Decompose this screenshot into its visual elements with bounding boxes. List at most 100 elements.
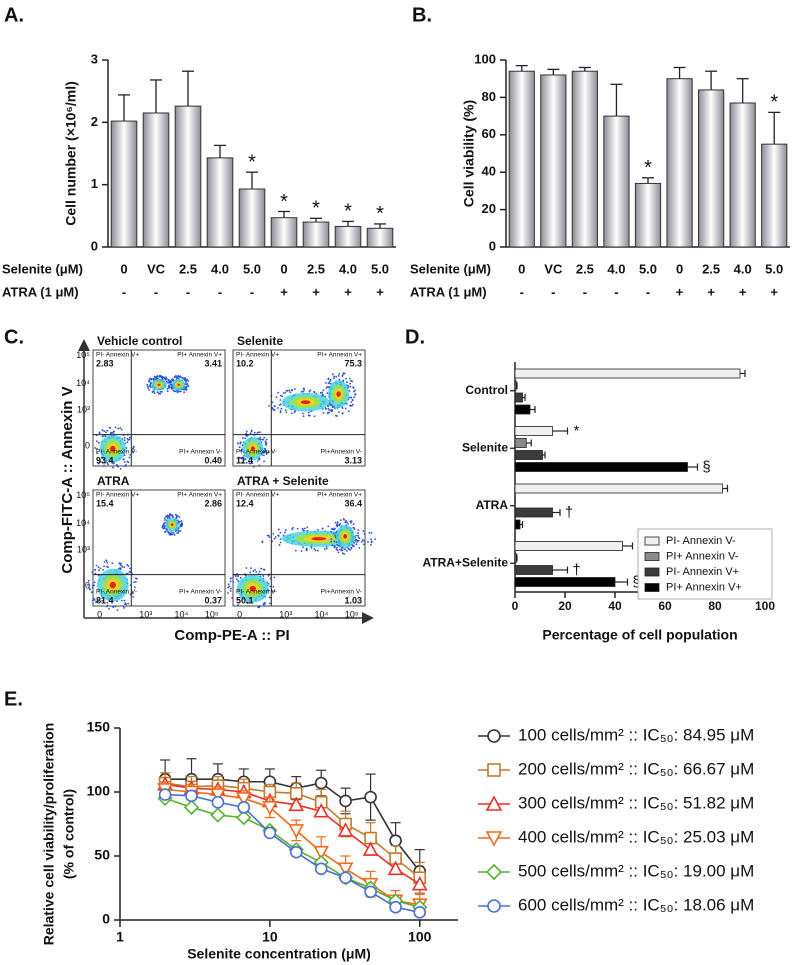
significance-marker: † xyxy=(565,504,573,521)
event-dot xyxy=(253,465,255,468)
event-dot xyxy=(101,461,104,464)
density xyxy=(249,585,256,592)
significance-marker: * xyxy=(248,151,256,173)
event-dot xyxy=(333,528,336,531)
bar xyxy=(514,565,553,575)
event-dot xyxy=(163,377,166,380)
event-dot xyxy=(173,376,176,378)
event-dot xyxy=(343,372,346,375)
row-label: ATRA (1 μM) xyxy=(410,284,487,299)
event-dot xyxy=(370,540,373,543)
event-dot xyxy=(163,527,166,530)
event-dot xyxy=(234,574,237,577)
quadrant-label: PI+ Annexin V- xyxy=(179,449,222,456)
y-tick-label: 10³ xyxy=(77,545,90,555)
event-dot xyxy=(349,404,351,407)
event-dot xyxy=(180,520,183,522)
event-dot xyxy=(128,571,131,573)
event-dot xyxy=(262,450,265,453)
event-dot xyxy=(296,527,299,530)
event-dot xyxy=(171,515,174,518)
event-dot xyxy=(177,377,179,380)
event-dot xyxy=(326,386,329,388)
event-dot xyxy=(231,597,233,599)
quadrant-value: 50.1 xyxy=(236,595,254,605)
event-dot xyxy=(95,440,98,443)
event-dot xyxy=(123,566,126,568)
event-dot xyxy=(251,462,254,465)
quadrant-label: PI- Annexin V+ xyxy=(96,492,139,499)
event-dot xyxy=(170,380,173,383)
row-label: Selenite (μM) xyxy=(2,261,83,276)
event-dot xyxy=(97,566,100,569)
event-dot xyxy=(357,539,360,542)
event-dot xyxy=(163,524,166,527)
bar xyxy=(540,74,567,248)
event-dot xyxy=(261,541,264,544)
quadrant-value: 2.83 xyxy=(96,358,114,368)
event-dot xyxy=(96,452,99,455)
event-dot xyxy=(254,568,257,571)
event-dot xyxy=(333,545,336,547)
y-axis-label: Cell viability (%) xyxy=(461,100,477,207)
density xyxy=(157,383,161,386)
event-dot xyxy=(253,431,256,434)
event-dot xyxy=(152,390,155,393)
quadrant-value: 15.4 xyxy=(96,498,114,508)
event-dot xyxy=(279,538,282,540)
quadrant-value: 1.03 xyxy=(344,595,362,605)
event-dot xyxy=(250,567,252,570)
bar xyxy=(729,102,756,248)
event-dot xyxy=(230,587,232,590)
marker xyxy=(185,789,198,803)
event-dot xyxy=(357,534,360,537)
event-dot xyxy=(316,549,319,552)
event-dot xyxy=(313,547,316,550)
event-dot xyxy=(277,534,280,537)
event-dot xyxy=(292,527,294,529)
event-dot xyxy=(105,431,107,434)
event-dot xyxy=(363,543,365,546)
event-dot xyxy=(245,567,248,569)
event-dot xyxy=(327,525,330,528)
event-dot xyxy=(134,577,137,580)
row-value: 2.5 xyxy=(576,261,594,276)
bar xyxy=(238,188,266,248)
marker xyxy=(339,871,352,885)
event-dot xyxy=(103,565,105,568)
event-dot xyxy=(277,391,280,394)
event-dot xyxy=(281,395,284,398)
event-dot xyxy=(250,430,253,433)
event-dot xyxy=(354,389,357,392)
event-dot xyxy=(102,569,104,571)
event-dot xyxy=(300,550,303,553)
event-dot xyxy=(262,568,265,571)
marker xyxy=(485,831,503,847)
event-dot xyxy=(343,552,346,555)
density xyxy=(110,445,116,452)
event-dot xyxy=(360,540,363,543)
row-value: 4.0 xyxy=(734,261,752,276)
event-dot xyxy=(280,407,283,410)
marker xyxy=(288,824,305,839)
event-dot xyxy=(184,386,187,389)
x-tick-label: 100 xyxy=(755,599,775,613)
event-dot xyxy=(119,427,122,429)
panel-label: B. xyxy=(412,4,432,26)
marker xyxy=(263,826,277,840)
event-dot xyxy=(227,586,230,589)
event-dot xyxy=(268,536,271,539)
event-dot xyxy=(229,590,232,592)
event-dot xyxy=(344,548,346,551)
event-dot xyxy=(271,406,274,409)
y-tick-label: ATRA+Selenite xyxy=(423,555,509,569)
row-value: 5.0 xyxy=(765,261,783,276)
event-dot xyxy=(146,385,149,388)
y-tick-label: 0 xyxy=(102,911,110,927)
event-dot xyxy=(324,407,327,409)
row-value: 2.5 xyxy=(702,261,720,276)
event-dot xyxy=(166,529,169,532)
event-dot xyxy=(357,532,359,534)
event-dot xyxy=(242,437,244,440)
event-dot xyxy=(271,401,274,404)
